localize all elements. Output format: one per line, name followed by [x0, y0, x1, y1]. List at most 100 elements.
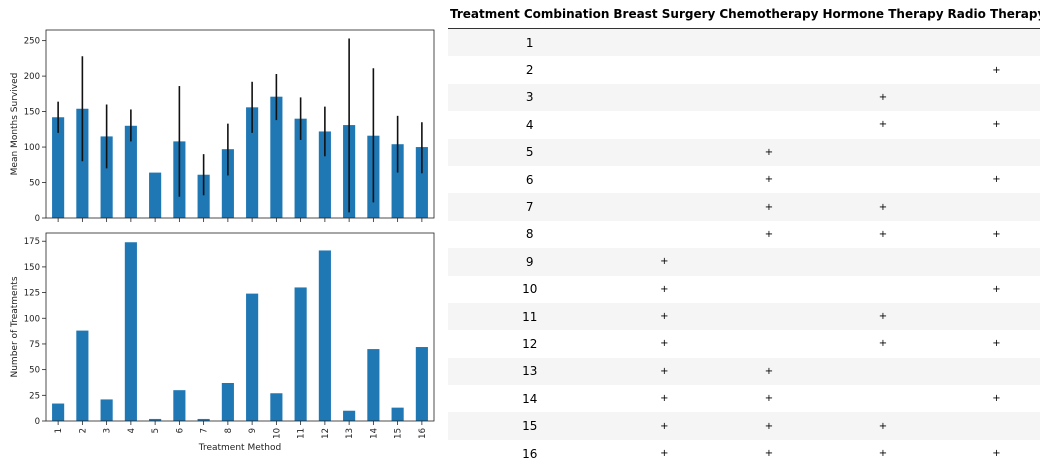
treatment-mark-cell: + [945, 111, 1040, 139]
combination-number-cell: 12 [448, 330, 612, 358]
y-tick-label: 75 [29, 340, 40, 350]
treatment-mark-cell [820, 357, 946, 386]
table-row: 1 [448, 28, 1040, 57]
x-tick-label: 7 [200, 428, 210, 433]
y-tick-label: 50 [29, 179, 40, 189]
treatment-mark-cell [611, 193, 718, 221]
treatment-mark-cell: + [717, 412, 821, 440]
bar [367, 349, 380, 421]
treatment-mark-cell [611, 220, 718, 249]
table-row: 12 + + + [448, 330, 1040, 358]
treatment-mark-cell [820, 138, 946, 166]
y-axis-label: Number of Treatments [10, 276, 20, 377]
combination-number-cell: 5 [448, 138, 612, 166]
bar [52, 117, 65, 218]
y-tick-label: 200 [24, 72, 40, 82]
treatment-mark-cell: + [717, 165, 821, 194]
bar [415, 147, 428, 218]
combination-number-cell: 14 [448, 385, 612, 413]
treatment-mark-cell: + [717, 439, 821, 467]
x-tick-label: 13 [345, 428, 355, 439]
treatment-mark-cell [820, 56, 946, 84]
y-axis-label: Mean Months Survived [10, 73, 20, 176]
x-tick-label: 4 [127, 428, 137, 433]
bar [221, 149, 234, 218]
y-tick-label: 0 [35, 214, 40, 224]
bar [197, 418, 210, 421]
x-tick-label: 6 [175, 428, 185, 433]
treatment-mark-cell: + [820, 302, 946, 331]
treatment-mark-cell [717, 275, 821, 303]
bar [246, 293, 259, 421]
treatment-mark-cell: + [945, 56, 1040, 84]
plot-frame [45, 29, 435, 219]
treatment-mark-cell [611, 138, 718, 166]
combination-number-cell: 1 [448, 28, 612, 57]
table-row: 16 + + + + [448, 439, 1040, 467]
combination-number-cell: 15 [448, 412, 612, 440]
bar [415, 347, 428, 421]
y-tick-label: 100 [24, 143, 40, 153]
x-tick-label: 11 [297, 428, 307, 439]
treatment-mark-cell [945, 248, 1040, 276]
treatment-mark-cell [717, 248, 821, 276]
bar [270, 393, 283, 421]
table-row: 8 + + + [448, 220, 1040, 249]
x-axis-label: Treatment Method [198, 443, 281, 453]
treatment-mark-cell: + [945, 220, 1040, 249]
bar [294, 118, 307, 218]
treatment-mark-cell: + [717, 385, 821, 413]
treatment-mark-cell: + [820, 193, 946, 221]
bar [149, 418, 162, 421]
treatment-mark-cell: + [820, 412, 946, 440]
bar [76, 108, 89, 218]
y-tick-label: 150 [24, 108, 40, 118]
combination-number-cell: 9 [448, 248, 612, 276]
combination-number-cell: 6 [448, 165, 612, 194]
treatment-mark-cell: + [945, 385, 1040, 413]
bar [391, 407, 404, 421]
combination-number-cell: 10 [448, 275, 612, 303]
table-row: 10 + + [448, 275, 1040, 303]
bar [52, 403, 65, 421]
treatment-mark-cell [611, 165, 718, 194]
header-breast-surgery: Breast Surgery [611, 0, 718, 29]
treatment-mark-cell [945, 357, 1040, 386]
table-row: 13 + + [448, 357, 1040, 386]
bar [124, 125, 137, 218]
table-row: 9 + [448, 248, 1040, 276]
combination-number-cell: 3 [448, 83, 612, 112]
table-row: 2 + [448, 56, 1040, 84]
combination-number-cell: 8 [448, 220, 612, 249]
treatment-mark-cell: + [820, 439, 946, 467]
x-tick-label: 9 [248, 428, 258, 433]
treatment-mark-cell: + [611, 330, 718, 358]
treatment-mark-cell [820, 28, 946, 57]
bar [221, 382, 234, 421]
combination-number-cell: 11 [448, 302, 612, 331]
treatment-mark-cell: + [820, 83, 946, 112]
treatment-mark-cell [945, 138, 1040, 166]
treatment-mark-cell: + [945, 330, 1040, 358]
x-tick-label: 8 [224, 428, 234, 433]
treatment-mark-cell: + [611, 248, 718, 276]
treatment-mark-cell: + [820, 111, 946, 139]
table-header-row: Treatment Combination Breast Surgery Che… [448, 0, 1040, 29]
bar [318, 131, 331, 218]
combination-number-cell: 7 [448, 193, 612, 221]
treatment-mark-cell [820, 275, 946, 303]
treatment-mark-cell [717, 56, 821, 84]
y-tick-label: 175 [24, 237, 40, 247]
combination-number-cell: 16 [448, 439, 612, 467]
treatment-mark-cell: + [611, 275, 718, 303]
x-tick-label: 5 [151, 428, 161, 433]
y-tick-label: 0 [35, 417, 40, 427]
bar [149, 172, 162, 218]
treatment-mark-cell [945, 28, 1040, 57]
table-row: 11 + + [448, 302, 1040, 331]
header-treatment-combination: Treatment Combination [448, 0, 612, 29]
treatment-mark-cell [820, 248, 946, 276]
treatment-mark-cell: + [945, 165, 1040, 194]
